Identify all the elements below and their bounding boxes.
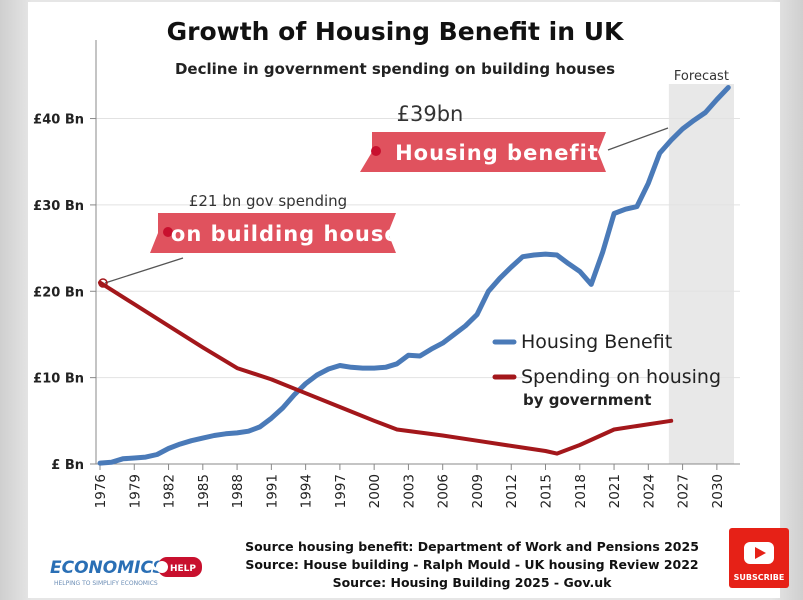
forecast-region <box>668 84 734 464</box>
x-tick-label: 2018 <box>573 474 589 508</box>
annotation-2-ribbon-text: Housing benefit <box>395 141 599 165</box>
legend-label-spending-on-housing: Spending on housing <box>521 366 721 388</box>
play-icon <box>755 547 766 559</box>
series-line-spending-on-housing <box>98 280 674 456</box>
subscribe-label: SUBSCRIBE <box>734 573 785 582</box>
x-tick-label: 2012 <box>504 474 520 508</box>
legend-label-housing-benefit: Housing Benefit <box>521 331 672 353</box>
legend-sublabel-by-government: by government <box>523 391 651 409</box>
source-line-2: Source: House building - Ralph Mould - U… <box>245 557 698 572</box>
x-tick-label: 1991 <box>264 474 280 508</box>
annotation-2-leader <box>607 127 669 151</box>
annotation-1-ribbon-text: on building houses <box>171 222 413 246</box>
logo-text: ECONOMICS <box>50 558 165 578</box>
x-tick-label: 2006 <box>436 474 452 508</box>
forecast-label: Forecast <box>674 69 729 84</box>
annotation-1-label: £21 bn gov spending <box>189 192 347 210</box>
x-axis-ticks: 1976 1979 1982 1985 1988 1991 1994 1997 2000 2003… <box>93 464 726 508</box>
x-tick-label: 1985 <box>196 474 212 508</box>
x-tick-label: 1994 <box>299 474 315 508</box>
x-tick-label: 1988 <box>230 474 246 508</box>
x-tick-label: 2021 <box>607 474 623 508</box>
source-line-3: Source: Housing Building 2025 - Gov.uk <box>333 575 612 590</box>
annotation-2-ribbon <box>360 132 606 172</box>
logo-badge-dot <box>156 561 168 573</box>
x-tick-label: 2027 <box>676 474 692 508</box>
x-tick-label: 2000 <box>367 474 383 508</box>
x-tick-label: 1976 <box>93 474 109 508</box>
x-tick-label: 1979 <box>127 474 143 508</box>
x-tick-label: 2009 <box>470 474 486 508</box>
chart-title: Growth of Housing Benefit in UK <box>167 17 625 46</box>
x-tick-label: 2030 <box>710 474 726 508</box>
x-tick-label: 1997 <box>333 474 349 508</box>
subscribe-button[interactable]: SUBSCRIBE <box>729 528 789 588</box>
chart-subtitle: Decline in government spending on buildi… <box>175 60 615 78</box>
logo-tagline: HELPING TO SIMPLIFY ECONOMICS <box>54 580 158 587</box>
logo-badge-bg <box>158 557 202 577</box>
annotation-2-label: £39bn <box>397 102 464 126</box>
y-tick-label: £40 Bn <box>33 113 84 128</box>
annotation-1-ribbon <box>150 213 396 253</box>
annotation-1-marker <box>98 278 108 288</box>
logo-badge-text: HELP <box>170 564 196 574</box>
x-tick-label: 2015 <box>539 474 555 508</box>
annotation-2-dot <box>371 146 381 156</box>
y-tick-label: £ Bn <box>51 458 84 473</box>
chart-card <box>28 2 780 598</box>
y-axis-ticks: £ Bn £10 Bn £20 Bn £30 Bn £40 Bn <box>33 113 84 473</box>
annotation-1-leader <box>104 257 184 284</box>
source-line-1: Source housing benefit: Department of Wo… <box>245 539 699 554</box>
gridlines <box>90 118 740 465</box>
y-tick-label: £10 Bn <box>33 372 84 387</box>
series-line-housing-benefit <box>97 85 731 466</box>
x-tick-label: 2024 <box>641 474 657 508</box>
y-tick-label: £20 Bn <box>33 285 84 300</box>
x-tick-label: 2003 <box>401 474 417 508</box>
annotation-1-dot <box>163 227 173 237</box>
y-tick-label: £30 Bn <box>33 199 84 214</box>
x-tick-label: 1982 <box>162 474 178 508</box>
economics-help-logo: ECONOMICS HELP HELPING TO SIMPLIFY ECONO… <box>50 557 202 587</box>
